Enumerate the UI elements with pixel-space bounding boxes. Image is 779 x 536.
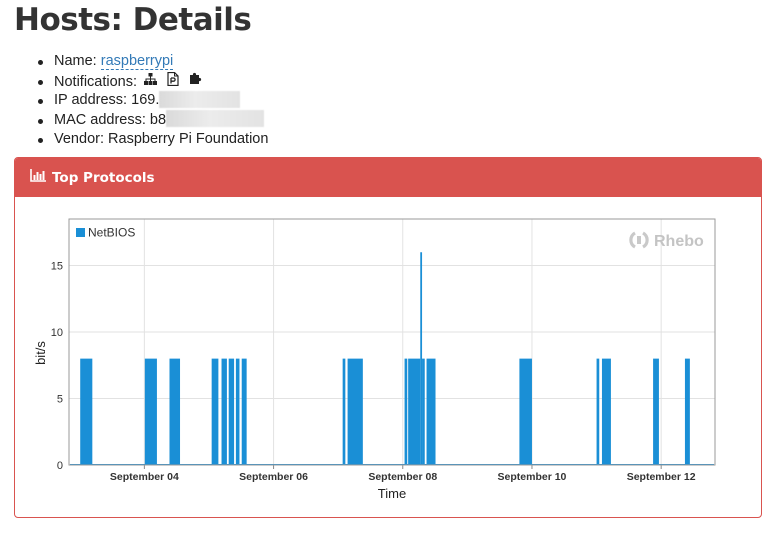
y-axis-label: bit/s (33, 341, 48, 365)
host-name-link[interactable]: raspberrypi (100, 53, 174, 70)
notifications-label: Notifications: (54, 73, 138, 90)
plot-area (68, 218, 716, 466)
file-icon[interactable] (167, 71, 179, 93)
data-bar (408, 358, 421, 465)
data-bar (601, 358, 611, 465)
x-tick-label: September 06 (239, 471, 308, 483)
x-tick-label: September 10 (498, 471, 567, 483)
panel-title: Top Protocols (52, 169, 155, 186)
data-bar (653, 358, 659, 465)
y-tick-label: 5 (57, 394, 63, 406)
redacted-ip (159, 90, 241, 108)
host-details-list: Name: raspberrypi Notifications: IP addr… (34, 52, 268, 150)
name-label: Name: (54, 53, 97, 69)
x-tick-label: September 08 (368, 471, 437, 483)
data-bar (235, 358, 240, 465)
x-tick-label: September 04 (110, 471, 179, 483)
legend-swatch (76, 228, 85, 237)
data-bar (426, 358, 436, 465)
data-bar (519, 358, 532, 465)
watermark-text: Rhebo (654, 233, 704, 250)
plot-frame (68, 218, 716, 466)
data-bar (169, 358, 181, 465)
puzzle-icon[interactable] (189, 72, 202, 92)
detail-vendor: Vendor: Raspberry Pi Foundation (34, 130, 268, 150)
data-bar (80, 358, 93, 465)
vendor-label: Vendor: (54, 131, 104, 147)
detail-mac: MAC address: b8 (34, 110, 268, 131)
ip-label: IP address: (54, 92, 128, 108)
panel-header: Top Protocols (15, 158, 761, 197)
x-tick-label: September 12 (627, 471, 696, 483)
x-axis-label: Time (378, 486, 406, 501)
vendor-value: Raspberry Pi Foundation (108, 131, 269, 147)
detail-notifications: Notifications: (34, 71, 268, 93)
ip-value: 169. (131, 92, 160, 108)
legend-label: NetBIOS (88, 226, 135, 240)
y-tick-label: 10 (51, 327, 63, 339)
mac-label: MAC address: (54, 111, 146, 128)
data-bar (228, 358, 235, 465)
page-title: Hosts: Details (14, 2, 252, 38)
data-bar (144, 358, 157, 465)
bar-chart-icon (30, 168, 46, 187)
rhebo-watermark: Rhebo (629, 231, 704, 250)
data-bar (422, 358, 425, 465)
y-tick-label: 0 (57, 460, 63, 472)
detail-ip: IP address: 169. (34, 90, 268, 111)
y-tick-label: 15 (51, 261, 63, 273)
data-bar (347, 358, 363, 465)
chart-legend[interactable]: NetBIOS (76, 226, 135, 240)
data-bar (684, 358, 690, 465)
data-bar (241, 358, 247, 465)
data-bar (404, 358, 408, 465)
rhebo-logo-icon (629, 231, 649, 249)
data-bar (221, 358, 227, 465)
data-bar (211, 358, 219, 465)
sitemap-icon[interactable] (144, 72, 158, 92)
mac-value: b8 (149, 111, 167, 128)
redacted-mac (166, 110, 265, 128)
protocol-chart: 0 5 10 15 September 04 September 06 September … (33, 218, 716, 501)
data-bar (420, 252, 423, 465)
top-protocols-panel: Top Protocols 0 5 10 15 September 04 Septembe… (14, 157, 762, 518)
data-bar (596, 358, 600, 465)
detail-name: Name: raspberrypi (34, 52, 268, 72)
data-bar (342, 358, 346, 465)
